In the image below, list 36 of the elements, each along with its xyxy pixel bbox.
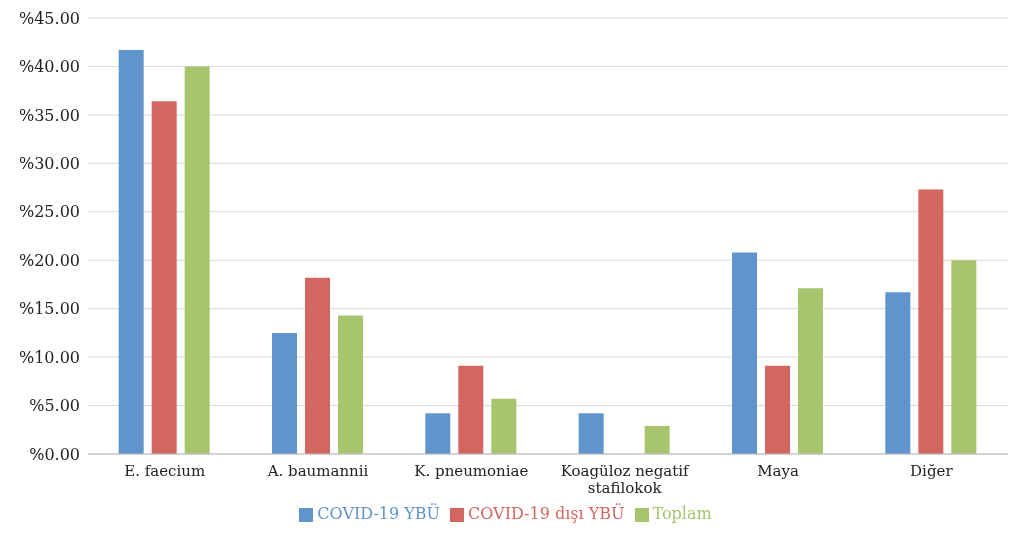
y-tick-label: %40.00 <box>18 57 80 77</box>
y-tick-label: %25.00 <box>18 202 80 222</box>
x-tick-label: Maya <box>757 462 799 480</box>
bar <box>644 425 670 454</box>
y-tick-label: %0.00 <box>29 444 80 464</box>
y-tick-label: %30.00 <box>18 154 80 174</box>
bar <box>272 332 297 454</box>
bar <box>491 398 517 454</box>
bar <box>765 365 790 454</box>
legend-label: COVID-19 YBÜ <box>317 504 441 523</box>
x-tick-label: Koagüloz negatif stafilokok <box>560 462 691 497</box>
y-tick-label: %20.00 <box>18 250 80 270</box>
bar <box>578 413 604 454</box>
bar <box>951 260 977 454</box>
legend-label: COVID-19 dışı YBÜ <box>468 504 625 523</box>
legend-label: Toplam <box>652 504 712 523</box>
x-tick-label: Diğer <box>910 462 954 480</box>
bar <box>732 252 757 454</box>
bar <box>458 365 484 454</box>
y-tick-label: %5.00 <box>29 396 80 416</box>
bar <box>425 413 451 454</box>
y-tick-label: %35.00 <box>18 105 80 125</box>
y-tick-label: %15.00 <box>18 299 80 319</box>
y-tick-label: %10.00 <box>18 347 80 367</box>
bar <box>151 101 177 454</box>
bar <box>918 189 944 454</box>
bar <box>885 292 911 454</box>
bar <box>118 49 144 454</box>
x-tick-label: A. baumannii <box>266 462 369 480</box>
x-tick-label: K. pneumoniae <box>414 462 529 480</box>
bar <box>305 277 330 454</box>
y-tick-label: %45.00 <box>18 8 80 28</box>
bar <box>184 66 210 454</box>
x-tick-label: E. faecium <box>124 462 206 480</box>
bar <box>798 288 823 454</box>
bar <box>338 315 363 454</box>
